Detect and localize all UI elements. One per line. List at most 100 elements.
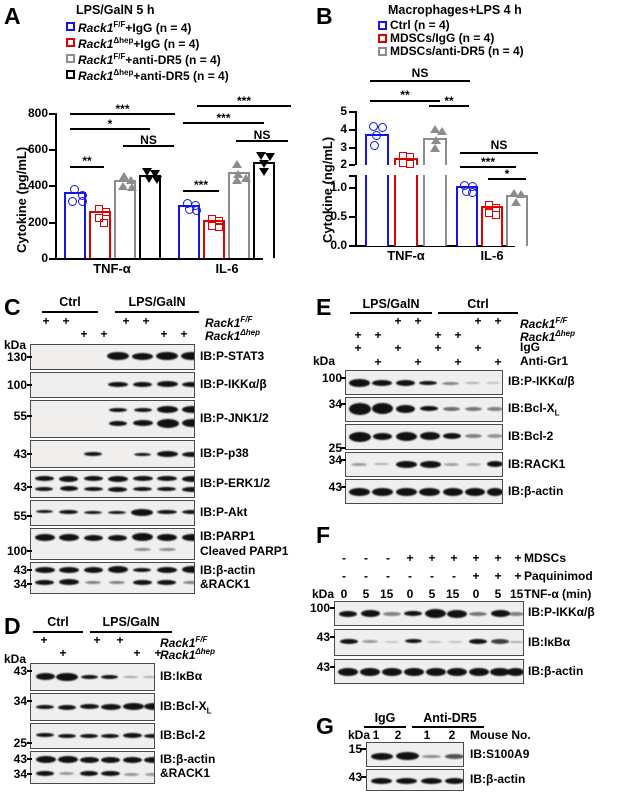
kda-34: 34 <box>13 694 27 708</box>
kda-dash <box>341 486 346 488</box>
panel-e-genotype-dhep: Rack1Δhep <box>520 329 575 344</box>
lane-mark: + <box>406 551 414 565</box>
lane-mark: + <box>354 341 362 355</box>
lane-mark: + <box>494 551 502 565</box>
lane-mark: + <box>100 327 108 341</box>
y-tick <box>349 216 355 218</box>
data-point <box>509 189 519 197</box>
legend-swatch-gray <box>66 54 75 63</box>
data-point <box>144 175 154 183</box>
blot-bcl2-e <box>345 424 503 450</box>
lane-mark: - <box>386 551 390 565</box>
ib-label-rack1-d: &RACK1 <box>160 766 211 780</box>
kda-dash <box>27 356 32 358</box>
panel-e-header-lpsgaln: LPS/GalN <box>362 297 420 311</box>
panel-c-genotype-dhep: Rack1Δhep <box>205 328 260 343</box>
data-point <box>119 172 129 180</box>
data-point <box>256 152 266 160</box>
y-tick <box>349 164 355 166</box>
lane-mark: + <box>42 314 50 328</box>
kda-dash <box>27 700 32 702</box>
kda-dash <box>27 550 32 552</box>
kda-25: 25 <box>13 736 27 750</box>
sig-label: * <box>504 167 510 181</box>
panel-e-header-ctrl: Ctrl <box>467 297 489 311</box>
lane-mark: + <box>93 633 101 647</box>
ib-label-p-jnk: IB:P-JNK1/2 <box>200 411 269 425</box>
sig-bar <box>70 128 150 130</box>
sig-bar <box>70 166 104 168</box>
kda-55: 55 <box>13 409 27 423</box>
y-axis-lower <box>355 175 357 247</box>
mouse-number: 2 <box>448 728 456 742</box>
blot-actin-g <box>366 769 464 791</box>
data-point <box>241 174 251 182</box>
legend-swatch-blue <box>66 22 75 31</box>
kda-dash <box>27 773 32 775</box>
ib-label-p-ikk-f: IB:P-IKKα/β <box>528 605 595 619</box>
blot-parp1 <box>30 528 195 560</box>
kda-dash <box>27 670 32 672</box>
blot-actin-e <box>345 479 503 504</box>
y-tick <box>49 113 55 115</box>
y-axis <box>55 113 57 260</box>
lane-mark: + <box>374 328 382 342</box>
y-tick <box>349 129 355 131</box>
y-tick-label: 400 <box>27 178 48 192</box>
lane-mark: + <box>142 314 150 328</box>
y-tick-label: 800 <box>27 106 48 120</box>
panel-c-header-rule <box>42 311 98 313</box>
blot-s100a9 <box>366 742 464 767</box>
sig-bar <box>488 178 526 180</box>
blot-actin-f <box>334 659 524 684</box>
data-point <box>192 206 201 215</box>
panel-g-header-antidr5: Anti-DR5 <box>423 711 477 725</box>
lane-mark: + <box>40 633 48 647</box>
sig-bar <box>429 105 469 107</box>
blot-p-stat3 <box>30 344 195 370</box>
x-category-il6: IL-6 <box>480 248 504 263</box>
sig-bar <box>370 80 470 82</box>
lane-mark: + <box>454 355 462 369</box>
panel-a-title: LPS/GalN 5 h <box>76 3 155 17</box>
data-point <box>372 131 381 140</box>
sig-label: *** <box>480 155 495 169</box>
sig-bar <box>183 190 219 192</box>
bar-tnfa-rack1ff-dr5 <box>114 180 136 258</box>
panel-d-header-ctrl: Ctrl <box>47 615 69 629</box>
blot-p-ikk <box>30 372 195 398</box>
legend-gene: Rack1 <box>78 69 114 83</box>
lane-mark: + <box>122 314 130 328</box>
panel-g-letter: G <box>316 713 334 739</box>
data-point <box>215 223 223 231</box>
sig-bar <box>123 145 174 147</box>
lane-mark: + <box>116 633 124 647</box>
lane-mark: + <box>514 551 522 565</box>
kda-dash <box>27 515 32 517</box>
legend-rest: +IgG (n = 4) <box>125 21 192 35</box>
y-tick <box>49 185 55 187</box>
lane-mark: + <box>428 551 436 565</box>
lane-mark: + <box>414 355 422 369</box>
kda-34-rack1-e: 34 <box>328 453 342 467</box>
kda-dash <box>330 636 335 638</box>
blot-ikba-f <box>334 629 524 656</box>
lane-mark: + <box>450 551 458 565</box>
y-tick-label: 3 <box>340 140 347 154</box>
kda-25-e: 25 <box>328 441 342 455</box>
ib-label-bcl2-d: IB:Bcl-2 <box>160 728 206 742</box>
lane-time: 0 <box>340 587 348 601</box>
panel-e-kda-label: kDa <box>313 354 336 368</box>
lane-time: 5 <box>362 587 370 601</box>
kda-dash <box>27 453 32 455</box>
panel-d-kda-label: kDa <box>4 652 27 666</box>
blot-bcl2-d <box>30 723 155 749</box>
bar-il6-rack1ff-dr5 <box>228 172 250 258</box>
panel-d-genotype-dhep: Rack1Δhep <box>160 647 215 662</box>
panel-a-letter: A <box>4 3 21 29</box>
lane-mark: - <box>452 569 456 583</box>
lane-mark: + <box>494 355 502 369</box>
lane-mark: - <box>364 569 368 583</box>
sig-label: ** <box>82 154 92 168</box>
y-tick-label: 600 <box>27 142 48 156</box>
